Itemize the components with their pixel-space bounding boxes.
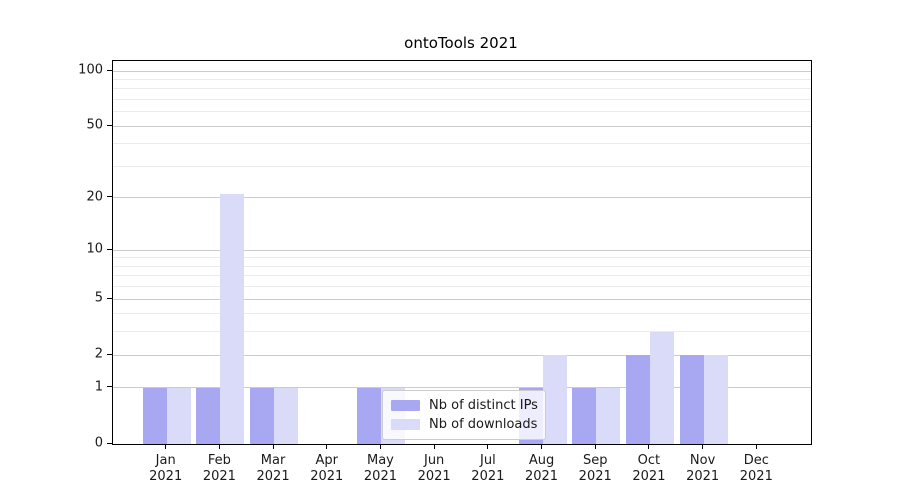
x-tick-label-sep: Sep 2021	[578, 453, 612, 484]
x-tick-nov	[702, 444, 704, 449]
gridline-y-100	[113, 70, 811, 72]
x-tick-label-jan: Jan 2021	[149, 453, 183, 484]
bar-jan-nb-of-distinct-ips	[142, 387, 167, 444]
y-tick-label-20: 20	[86, 189, 103, 205]
x-tick-aug	[541, 444, 543, 449]
x-tick-label-apr: Apr 2021	[310, 453, 344, 484]
x-tick-oct	[648, 444, 650, 449]
y-tick-5	[107, 297, 112, 299]
gridline-y-50	[113, 125, 811, 127]
y-tick-100	[107, 69, 112, 71]
gridline-minor-y-8	[113, 265, 811, 267]
bar-may-nb-of-distinct-ips	[357, 387, 382, 444]
y-tick-50	[107, 124, 112, 126]
y-tick-label-50: 50	[86, 117, 103, 133]
x-tick-label-feb: Feb 2021	[202, 453, 236, 484]
gridline-minor-y-30	[113, 165, 811, 167]
x-tick-jun	[433, 444, 435, 449]
x-tick-feb	[218, 444, 220, 449]
y-tick-0	[107, 442, 112, 444]
bar-nov-nb-of-distinct-ips	[679, 355, 704, 444]
x-tick-mar	[272, 444, 274, 449]
bar-mar-nb-of-downloads	[274, 387, 299, 444]
bar-oct-nb-of-downloads	[649, 331, 674, 444]
bar-oct-nb-of-distinct-ips	[625, 355, 650, 444]
gridline-minor-y-4	[113, 313, 811, 315]
legend-entry-distinct-ips: Nb of distinct IPs	[391, 396, 538, 415]
legend-label-distinct-ips: Nb of distinct IPs	[429, 398, 538, 413]
chart-title: ontoTools 2021	[404, 34, 518, 52]
y-tick-label-1: 1	[94, 379, 103, 395]
x-tick-jul	[487, 444, 489, 449]
x-tick-label-oct: Oct 2021	[632, 453, 666, 484]
x-tick-may	[379, 444, 381, 449]
x-tick-label-jun: Jun 2021	[417, 453, 451, 484]
plot-area	[112, 60, 812, 445]
x-tick-label-jul: Jul 2021	[471, 453, 505, 484]
gridline-minor-y-7	[113, 275, 811, 277]
gridline-y-1	[113, 387, 811, 389]
y-tick-label-100: 100	[78, 62, 103, 78]
x-tick-label-nov: Nov 2021	[686, 453, 720, 484]
bar-feb-nb-of-distinct-ips	[196, 387, 221, 444]
bar-aug-nb-of-downloads	[542, 355, 567, 444]
y-tick-label-10: 10	[86, 241, 103, 257]
y-tick-2	[107, 353, 112, 355]
x-tick-sep	[594, 444, 596, 449]
y-tick-10	[107, 248, 112, 250]
x-tick-jan	[165, 444, 167, 449]
y-tick-label-2: 2	[94, 346, 103, 362]
bar-sep-nb-of-distinct-ips	[572, 387, 597, 444]
legend-label-downloads: Nb of downloads	[429, 417, 538, 432]
x-tick-label-dec: Dec 2021	[739, 453, 773, 484]
legend-entry-downloads: Nb of downloads	[391, 415, 537, 434]
gridline-minor-y-90	[113, 78, 811, 80]
gridline-minor-y-60	[113, 111, 811, 113]
bar-mar-nb-of-distinct-ips	[250, 387, 275, 444]
gridline-y-10	[113, 249, 811, 251]
gridline-minor-y-70	[113, 98, 811, 100]
gridline-y-5	[113, 298, 811, 300]
y-tick-20	[107, 196, 112, 198]
gridline-y-20	[113, 197, 811, 199]
x-tick-label-may: May 2021	[363, 453, 397, 484]
bar-sep-nb-of-downloads	[596, 387, 621, 444]
x-tick-dec	[755, 444, 757, 449]
gridline-y-2	[113, 354, 811, 356]
gridline-minor-y-80	[113, 88, 811, 90]
gridline-minor-y-9	[113, 257, 811, 259]
legend: Nb of distinct IPs Nb of downloads	[382, 390, 546, 440]
bar-jan-nb-of-downloads	[166, 387, 191, 444]
y-tick-label-5: 5	[94, 290, 103, 306]
x-tick-label-mar: Mar 2021	[256, 453, 290, 484]
gridline-minor-y-40	[113, 143, 811, 145]
x-tick-label-aug: Aug 2021	[524, 453, 559, 484]
y-tick-1	[107, 386, 112, 388]
bar-nov-nb-of-downloads	[703, 355, 728, 444]
gridline-minor-y-6	[113, 286, 811, 288]
x-tick-apr	[326, 444, 328, 449]
y-tick-label-0: 0	[94, 435, 103, 451]
legend-swatch-distinct-ips	[391, 400, 420, 411]
gridline-minor-y-3	[113, 331, 811, 333]
bar-feb-nb-of-downloads	[220, 194, 245, 444]
legend-swatch-downloads	[391, 419, 420, 430]
